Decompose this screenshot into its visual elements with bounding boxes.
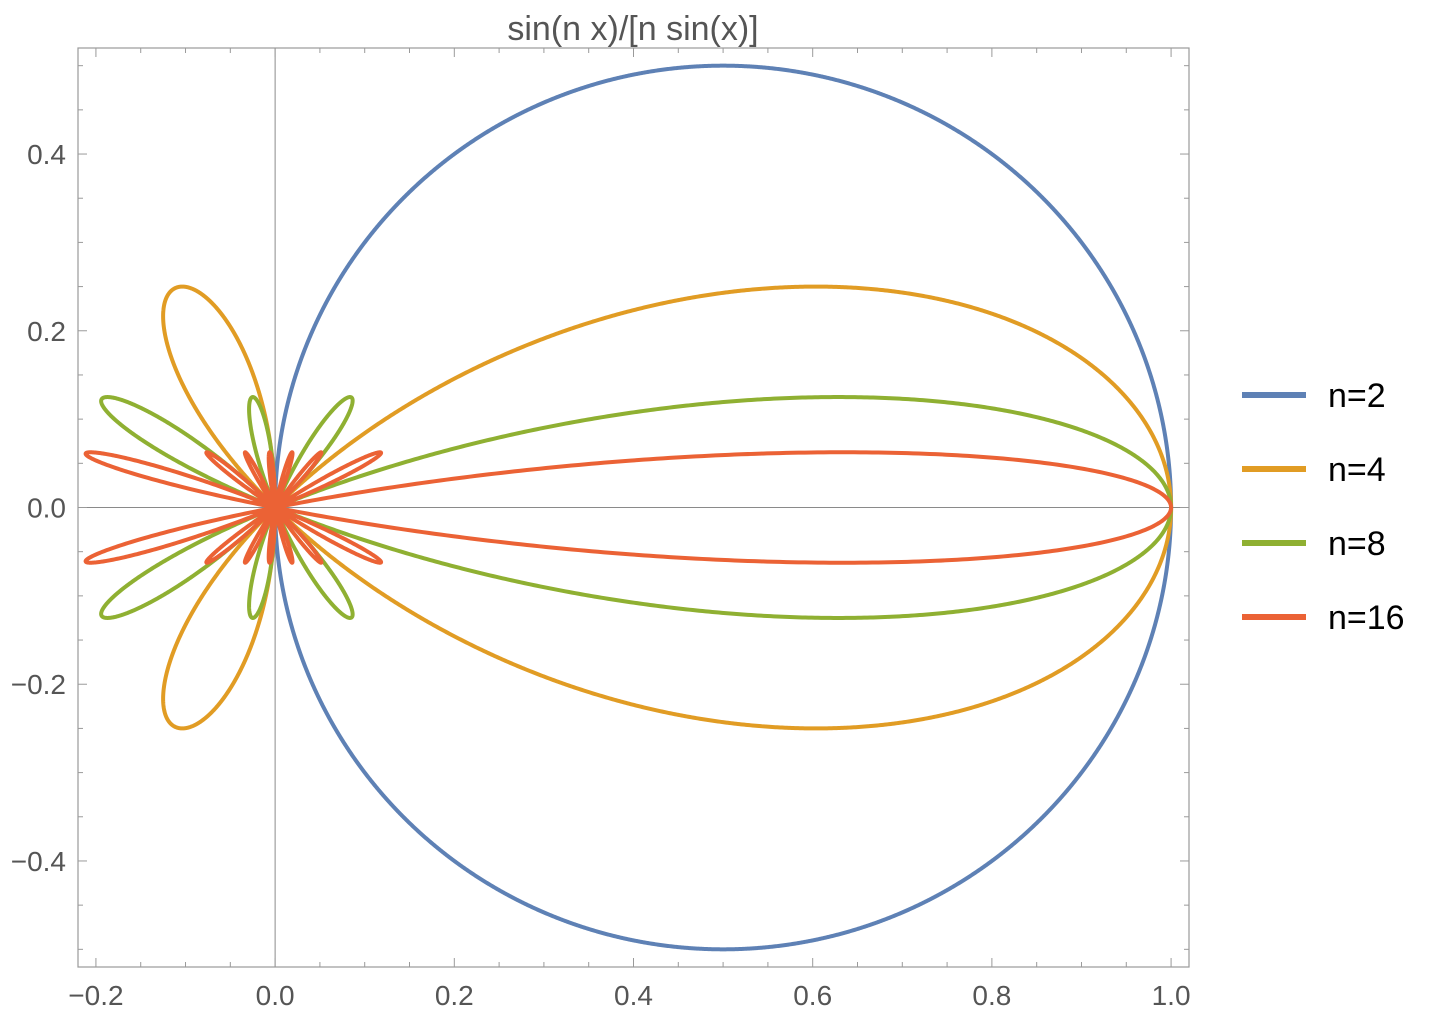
x-tick-label: −0.2	[68, 980, 123, 1011]
y-tick-label: 0.0	[27, 493, 66, 524]
x-tick-label: 0.8	[972, 980, 1011, 1011]
legend-label-n=16: n=16	[1328, 599, 1405, 637]
y-tick-label: 0.4	[27, 139, 66, 170]
axes: −0.2 0.0 0.2 0.4 0.6 0.8 1.0 −0.4 −0.2 0.0 0.2 0.4	[11, 47, 1191, 1011]
legend-label-n=2: n=2	[1328, 377, 1386, 415]
x-tick-label: 0.4	[614, 980, 653, 1011]
series-curve-n=16	[83, 450, 1174, 565]
x-tick-label: 0.0	[256, 980, 295, 1011]
legend-label-n=8: n=8	[1328, 525, 1386, 563]
y-tick-label: 0.2	[27, 316, 66, 347]
legend: n=2 n=4 n=8 n=16	[1242, 377, 1405, 637]
x-tick-label: 1.0	[1152, 980, 1191, 1011]
chart-title: sin(n x)/[n sin(x)]	[507, 10, 758, 48]
y-tick-label: −0.2	[11, 669, 66, 700]
x-tick-label: 0.6	[793, 980, 832, 1011]
y-tick-label: −0.4	[11, 846, 66, 877]
x-tick-label: 0.2	[435, 980, 474, 1011]
series-curves	[83, 63, 1174, 952]
legend-label-n=4: n=4	[1328, 451, 1386, 489]
